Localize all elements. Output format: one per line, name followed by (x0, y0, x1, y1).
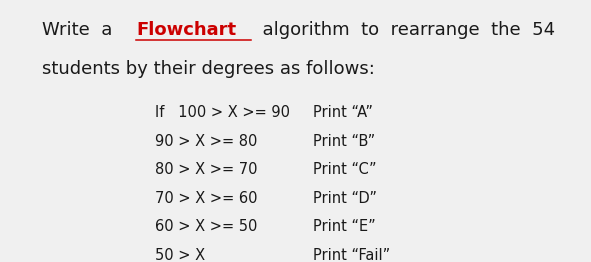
Text: algorithm  to  rearrange  the  54: algorithm to rearrange the 54 (251, 21, 556, 39)
Text: Flowchart: Flowchart (136, 21, 236, 39)
Text: Print “Fail”: Print “Fail” (313, 248, 391, 262)
Text: If   100 > X >= 90: If 100 > X >= 90 (155, 105, 290, 121)
Text: 50 > X: 50 > X (155, 248, 205, 262)
Text: Print “A”: Print “A” (313, 105, 373, 121)
Text: students by their degrees as follows:: students by their degrees as follows: (42, 60, 375, 78)
Text: Print “E”: Print “E” (313, 220, 376, 234)
Text: 70 > X >= 60: 70 > X >= 60 (155, 191, 258, 206)
Text: 80 > X >= 70: 80 > X >= 70 (155, 162, 258, 177)
Text: 90 > X >= 80: 90 > X >= 80 (155, 134, 258, 149)
Text: 60 > X >= 50: 60 > X >= 50 (155, 220, 258, 234)
Text: Write  a: Write a (42, 21, 124, 39)
Text: Print “D”: Print “D” (313, 191, 377, 206)
Text: Print “C”: Print “C” (313, 162, 376, 177)
Text: Print “B”: Print “B” (313, 134, 375, 149)
